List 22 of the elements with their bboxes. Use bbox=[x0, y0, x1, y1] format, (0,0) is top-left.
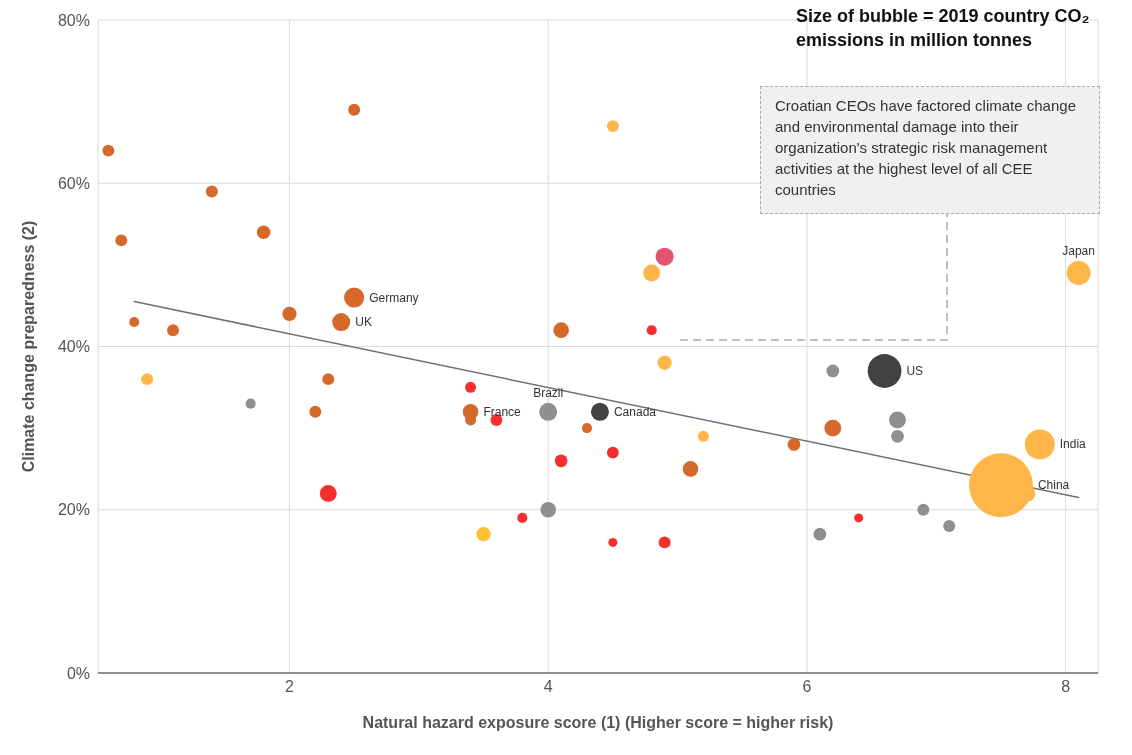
annotation: Croatian CEOs have factored climate change and environmental damage into their organization's strategic risk management activities at the highest level of all CEE countries bbox=[760, 86, 1100, 214]
x-axis-title: Natural hazard exposure score (1) (Higher score = higher risk) bbox=[362, 714, 834, 731]
data-label: France bbox=[483, 404, 522, 419]
x-tick-label: 8 bbox=[1061, 678, 1071, 696]
data-label: Canada bbox=[613, 404, 657, 419]
y-tick-label: 0% bbox=[66, 664, 90, 682]
data-label: Germany bbox=[369, 290, 419, 305]
y-axis-title: Climate change preparedness (2) bbox=[19, 220, 37, 473]
y-tick-label: 40% bbox=[57, 338, 90, 356]
y-tick-label: 20% bbox=[57, 501, 90, 519]
data-label: Brazil bbox=[533, 385, 564, 400]
annotation: Size of bubble = 2019 country CO₂ emissions in million tonnes bbox=[796, 5, 1091, 52]
x-tick-label: 4 bbox=[543, 678, 553, 696]
data-label: Japan bbox=[1062, 244, 1095, 259]
data-label: UK bbox=[355, 315, 372, 330]
y-tick-label: 60% bbox=[57, 174, 90, 192]
data-label: India bbox=[1059, 437, 1087, 452]
data-label: China bbox=[1037, 478, 1070, 493]
x-tick-label: 6 bbox=[802, 678, 812, 696]
data-label: US bbox=[906, 363, 924, 378]
y-tick-label: 80% bbox=[57, 11, 90, 29]
x-tick-label: 2 bbox=[285, 678, 295, 696]
